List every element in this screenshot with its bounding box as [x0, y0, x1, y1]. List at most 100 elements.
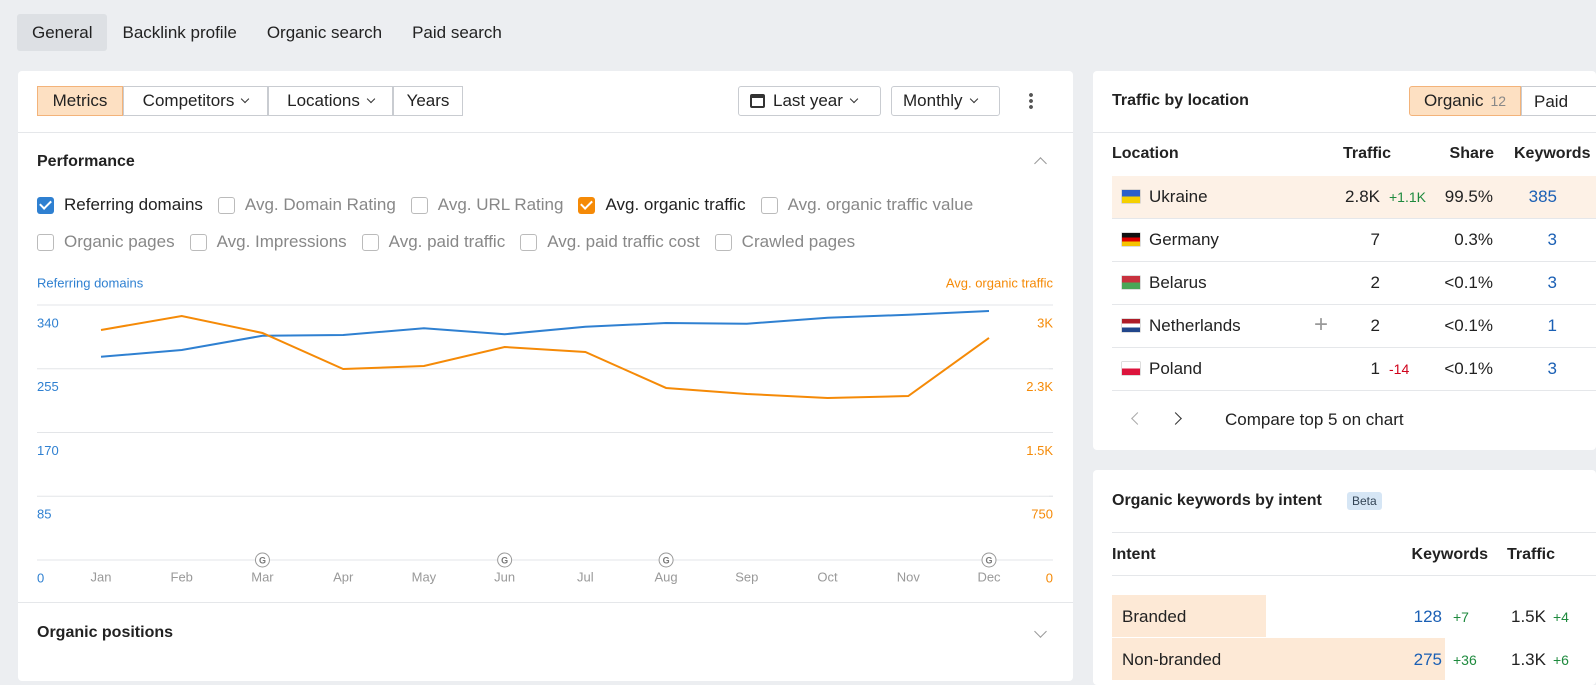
prev-page[interactable] — [1131, 412, 1144, 425]
more-menu[interactable] — [1029, 92, 1033, 110]
expand-icon[interactable] — [1034, 625, 1047, 638]
organic-tab[interactable]: Organic 12 — [1409, 86, 1521, 116]
metric-checkbox[interactable]: Referring domains — [37, 195, 203, 215]
interval-label: Monthly — [903, 91, 963, 110]
view-button[interactable]: Competitors — [123, 86, 268, 116]
location-row[interactable]: Germany 7 0.3% 3 — [1112, 219, 1596, 262]
location-row[interactable]: Belarus 2 <0.1% 3 — [1112, 262, 1596, 305]
metric-checkbox[interactable]: Avg. Impressions — [189, 232, 347, 252]
share: 0.3% — [1454, 230, 1493, 249]
add-icon: + — [1314, 311, 1329, 338]
location-row[interactable]: Ukraine 2.8K +1.1K 99.5% 385 — [1112, 176, 1596, 219]
keywords-change: +7 — [1453, 609, 1469, 625]
keywords[interactable]: 385 — [1528, 187, 1557, 206]
x-tick-label: Mar — [251, 569, 274, 584]
flag — [1122, 319, 1140, 332]
metric-checkbox[interactable]: Organic pages — [37, 232, 175, 252]
update-marker — [981, 552, 997, 568]
intent-bar — [1112, 638, 1445, 680]
next-page[interactable] — [1169, 412, 1182, 425]
y2-tick-label: 2.3K — [1026, 379, 1053, 394]
metric-label: Avg. organic traffic value — [787, 195, 974, 214]
keywords[interactable]: 3 — [1547, 273, 1557, 292]
chevron — [366, 94, 376, 104]
x-tick-label: Nov — [897, 569, 921, 584]
metric-label: Referring domains — [64, 195, 203, 214]
traffic: 2 — [1370, 273, 1380, 292]
metric-checkbox[interactable]: Avg. organic traffic value — [760, 195, 974, 215]
keywords-change: +36 — [1453, 652, 1477, 668]
paid-tab[interactable]: Paid — [1521, 86, 1596, 116]
tab[interactable]: General — [17, 14, 108, 51]
divider — [1112, 575, 1596, 576]
button-label: Competitors — [142, 91, 235, 110]
interval-button[interactable]: Monthly — [891, 86, 1000, 116]
update-marker-label: G — [259, 555, 266, 565]
check-mark — [580, 197, 594, 210]
keywords[interactable]: 1 — [1547, 316, 1557, 335]
x-tick-label: Jun — [494, 569, 515, 584]
tab-label: Organic — [1423, 91, 1484, 110]
traffic: 1 — [1370, 359, 1380, 378]
overview-card: Last year Monthly Performance Referring … — [18, 71, 1073, 681]
update-marker-label: G — [663, 555, 670, 565]
view-button[interactable]: Years — [393, 86, 463, 116]
collapse-icon[interactable] — [1034, 157, 1047, 170]
metric-label: Avg. paid traffic cost — [547, 232, 700, 251]
y-axis-title: Referring domains — [37, 275, 144, 290]
location-row[interactable]: Poland 1 -14 <0.1% 3 — [1112, 348, 1596, 391]
intent: Branded — [1122, 607, 1187, 626]
keywords[interactable]: 128 — [1413, 607, 1442, 626]
metric-label: Avg. organic traffic — [605, 195, 746, 214]
traffic: 2 — [1370, 316, 1380, 335]
metric-checkbox[interactable]: Crawled pages — [714, 232, 855, 252]
traffic: 2.8K — [1345, 187, 1380, 206]
metric-checkbox[interactable]: Avg. Domain Rating — [217, 195, 396, 215]
metric-label: Avg. URL Rating — [437, 195, 564, 214]
keywords-by-intent-card: Organic keywords by intent Beta Intent Ke… — [1093, 470, 1596, 685]
button-label: Years — [406, 91, 450, 110]
calendar-icon — [750, 94, 765, 108]
intent-bar — [1112, 595, 1266, 637]
beta-badge: Beta — [1347, 492, 1382, 510]
checkbox — [37, 233, 54, 251]
metric-checkbox[interactable]: Avg. paid traffic — [361, 232, 505, 252]
traffic: 1.3K — [1511, 650, 1546, 669]
metric-checkbox[interactable]: Avg. paid traffic cost — [520, 232, 700, 252]
y2-axis-title: Avg. organic traffic — [946, 275, 1054, 290]
keywords[interactable]: 275 — [1413, 650, 1442, 669]
column-header: Share — [1449, 145, 1494, 162]
location-name: Poland — [1149, 359, 1202, 378]
traffic: 1.5K — [1511, 607, 1546, 626]
column-header: Traffic — [1343, 145, 1392, 162]
tab[interactable]: Organic search — [266, 23, 383, 42]
keywords[interactable]: 3 — [1547, 359, 1557, 378]
view-button[interactable]: Metrics — [37, 86, 123, 116]
location-name: Netherlands — [1149, 316, 1241, 335]
y-tick-label: 170 — [37, 443, 59, 458]
checkbox — [361, 233, 379, 251]
check-mark — [39, 197, 52, 210]
compare-button[interactable]: Compare top 5 on chart — [1225, 410, 1404, 429]
divider — [1093, 132, 1596, 133]
x-tick-label: Dec — [977, 569, 1001, 584]
traffic-change: +6 — [1553, 652, 1569, 668]
flag — [1122, 233, 1140, 246]
card-title: Traffic by location — [1112, 92, 1249, 109]
location-row[interactable]: Netherlands 2 + <0.1% 1 — [1112, 305, 1596, 348]
checkbox — [217, 196, 235, 214]
keywords[interactable]: 3 — [1547, 230, 1557, 249]
period-button[interactable]: Last year — [738, 86, 881, 116]
view-button[interactable]: Locations — [268, 86, 393, 116]
tab[interactable]: Paid search — [412, 23, 502, 42]
update-marker — [658, 552, 674, 568]
traffic-change: -14 — [1389, 361, 1410, 377]
y-tick-label: 255 — [37, 379, 59, 394]
series-line — [100, 310, 990, 358]
tab[interactable]: Backlink profile — [122, 23, 237, 42]
traffic-change: +4 — [1553, 609, 1569, 625]
metric-checkbox[interactable]: Avg. organic traffic — [578, 195, 746, 215]
metric-checkbox[interactable]: Avg. URL Rating — [410, 195, 564, 215]
traffic: 7 — [1370, 230, 1380, 249]
